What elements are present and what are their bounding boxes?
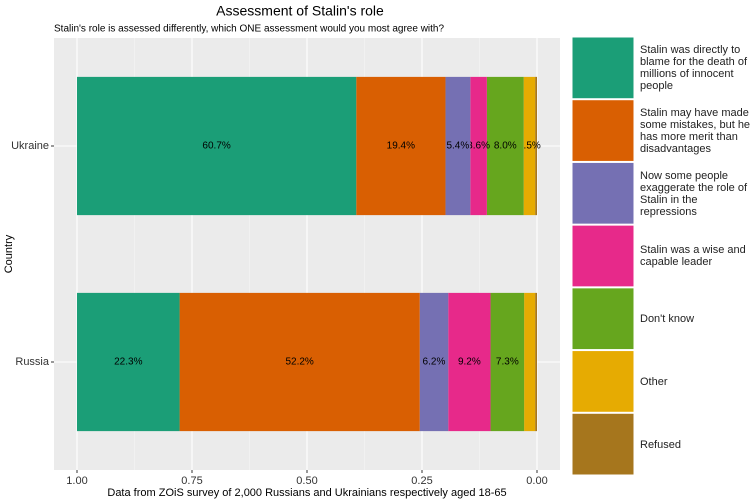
bar-segment [419, 292, 449, 432]
legend-key [571, 224, 635, 288]
legend-label: Now some people exaggerate the role of S… [640, 169, 748, 218]
x-tick-label: 0.00 [526, 475, 547, 487]
chart-title: Assessment of Stalin's role [216, 3, 384, 19]
data-label: 6.2% [423, 357, 446, 368]
bar-segment [535, 76, 537, 216]
data-label: 3.6% [467, 141, 490, 152]
legend-key [571, 287, 635, 351]
bar-segment [77, 292, 180, 432]
x-tick-label: 0.75 [181, 475, 202, 487]
bar-segment [523, 76, 536, 216]
legend-key [571, 412, 635, 476]
data-label: 2.5% [518, 141, 541, 152]
chart-subtitle: Stalin's role is assessed differently, w… [54, 24, 444, 35]
bar-segment [470, 76, 487, 216]
y-axis-label: Country [3, 234, 15, 273]
legend-key [571, 350, 635, 413]
bar-segment [490, 292, 525, 432]
data-label: 8.0% [494, 141, 517, 152]
bar-segment [356, 76, 446, 216]
y-tick-label: Russia [15, 356, 50, 368]
data-label: 52.2% [285, 357, 313, 368]
x-tick-label: 0.25 [411, 475, 432, 487]
legend-label: Stalin was directly to blame for the dea… [640, 44, 748, 93]
data-label: 60.7% [202, 141, 230, 152]
bar-segment [77, 76, 357, 216]
bar-segment [524, 292, 536, 432]
x-tick-label: 0.50 [296, 475, 317, 487]
data-label: 5.4% [446, 141, 469, 152]
bar-segment [535, 292, 537, 432]
legend-label: Stalin may have made some mistakes, but … [640, 107, 751, 156]
x-tick-label: 1.00 [66, 475, 87, 487]
legend-label: Refused [640, 438, 681, 451]
legend-label: Stalin was a wise and capable leader [640, 244, 746, 269]
data-label: 22.3% [114, 357, 142, 368]
bar-segment [445, 76, 471, 216]
legend-key [571, 36, 635, 100]
legend-label: Other [640, 375, 668, 388]
legend-key [571, 99, 635, 162]
bar-segment [448, 292, 491, 432]
bar-segment [179, 292, 420, 432]
x-axis-label: Data from ZOiS survey of 2,000 Russians … [107, 487, 506, 499]
data-label: 19.4% [387, 141, 415, 152]
legend-label: Don't know [640, 313, 695, 326]
data-label: 9.2% [458, 357, 481, 368]
legend-key [571, 161, 635, 225]
data-label: 7.3% [496, 357, 519, 368]
bar-segment [486, 76, 524, 216]
y-tick-label: Ukraine [11, 140, 49, 152]
